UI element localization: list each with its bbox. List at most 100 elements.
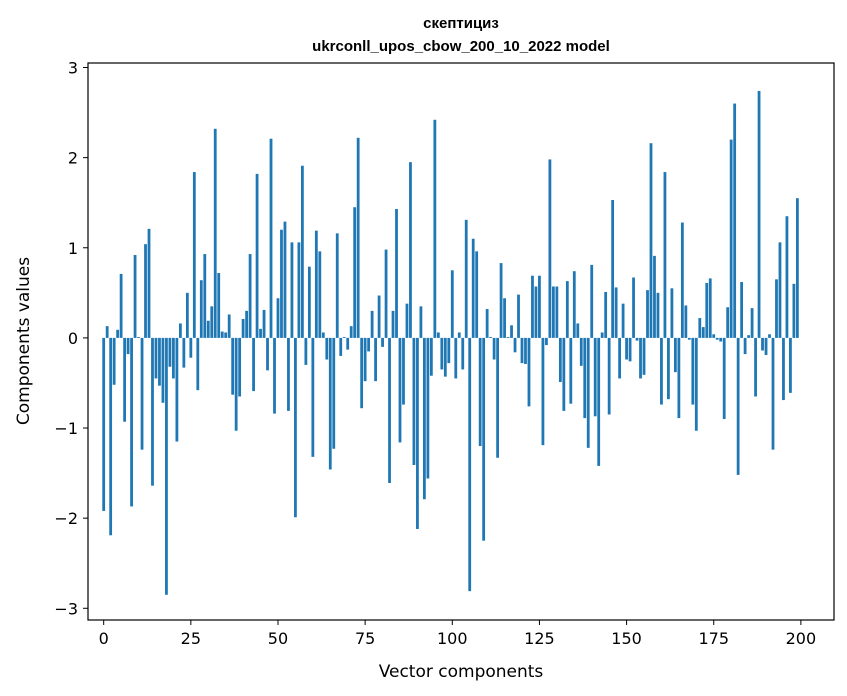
x-tick-label: 100 — [437, 629, 468, 648]
bar-135 — [572, 271, 576, 338]
bar-116 — [506, 336, 510, 338]
bar-30 — [206, 320, 210, 338]
bar-187 — [754, 337, 757, 397]
bar-133 — [565, 281, 569, 338]
bar-196 — [785, 216, 789, 338]
bars-group — [102, 90, 799, 595]
bar-1 — [105, 326, 109, 338]
bar-169 — [691, 337, 695, 405]
bar-93 — [426, 337, 430, 479]
bar-121 — [524, 337, 527, 365]
bar-62 — [318, 251, 322, 338]
y-axis-ticks: −3 −2 −1 0 1 2 3 — [54, 59, 88, 618]
bar-29 — [203, 254, 207, 338]
y-tick-label: −1 — [54, 419, 78, 438]
bar-34 — [220, 331, 224, 338]
x-axis-label: Vector components — [379, 662, 544, 682]
bar-159 — [656, 292, 660, 338]
bar-5 — [119, 273, 123, 338]
bar-186 — [750, 308, 754, 338]
bar-183 — [740, 282, 744, 338]
bar-170 — [694, 337, 698, 431]
bar-50 — [276, 298, 280, 338]
bar-179 — [726, 307, 730, 338]
bar-117 — [510, 325, 513, 338]
bar-154 — [639, 337, 642, 379]
bar-124 — [534, 286, 538, 338]
bar-20 — [172, 337, 175, 379]
bar-3 — [112, 337, 116, 385]
x-tick-label: 150 — [611, 629, 642, 648]
bar-58 — [304, 337, 308, 365]
bar-54 — [290, 242, 294, 338]
bar-166 — [680, 222, 684, 338]
bar-153 — [635, 337, 639, 341]
bar-9 — [133, 254, 137, 338]
bar-95 — [433, 119, 437, 338]
x-tick-label: 25 — [181, 629, 201, 648]
bar-98 — [443, 337, 447, 377]
bar-49 — [273, 337, 276, 414]
bar-69 — [342, 336, 346, 338]
bar-199 — [796, 198, 799, 338]
x-tick-label: 75 — [355, 629, 375, 648]
bar-80 — [381, 337, 384, 347]
bar-74 — [360, 337, 364, 409]
bar-76 — [367, 337, 371, 352]
bar-40 — [241, 318, 245, 338]
bar-162 — [667, 337, 670, 400]
bar-81 — [384, 249, 388, 338]
bar-190 — [764, 337, 768, 356]
bar-197 — [789, 337, 792, 393]
bar-113 — [496, 337, 499, 458]
bar-46 — [262, 309, 266, 338]
bar-75 — [363, 337, 367, 382]
bar-94 — [429, 337, 433, 376]
x-tick-label: 200 — [786, 629, 817, 648]
bar-126 — [541, 337, 545, 446]
bar-191 — [768, 334, 771, 338]
bar-61 — [314, 230, 318, 338]
bar-174 — [708, 278, 712, 338]
bar-11 — [140, 337, 144, 450]
bar-27 — [196, 337, 200, 391]
bar-195 — [782, 337, 785, 401]
bar-122 — [527, 337, 531, 407]
bar-97 — [440, 337, 444, 370]
bar-118 — [513, 337, 517, 353]
bar-18 — [165, 337, 168, 595]
bar-51 — [280, 229, 283, 338]
x-tick-label: 125 — [524, 629, 555, 648]
bar-123 — [531, 275, 534, 338]
bar-47 — [266, 337, 269, 371]
bar-92 — [423, 337, 426, 500]
bar-37 — [231, 337, 235, 395]
bar-141 — [593, 337, 597, 417]
bar-175 — [712, 334, 716, 338]
bar-23 — [182, 337, 186, 368]
bar-167 — [684, 305, 688, 338]
bar-104 — [464, 219, 468, 338]
x-tick-label: 0 — [99, 629, 109, 648]
bar-143 — [600, 332, 604, 338]
bar-134 — [569, 337, 573, 404]
bar-152 — [632, 277, 635, 338]
bar-12 — [144, 244, 147, 338]
bar-112 — [492, 337, 496, 360]
bar-39 — [238, 337, 242, 397]
bar-86 — [402, 337, 405, 405]
bar-138 — [583, 337, 587, 419]
bar-108 — [478, 337, 482, 447]
bar-21 — [175, 337, 179, 442]
bar-87 — [405, 303, 409, 338]
bar-91 — [419, 306, 423, 338]
bar-181 — [733, 103, 737, 338]
bar-119 — [517, 294, 520, 338]
bar-107 — [475, 251, 479, 338]
bar-131 — [558, 337, 562, 383]
bar-185 — [747, 335, 750, 338]
bar-79 — [377, 295, 381, 338]
bar-32 — [213, 128, 217, 338]
chart-title: скептициз — [423, 15, 499, 32]
bar-114 — [499, 263, 503, 338]
